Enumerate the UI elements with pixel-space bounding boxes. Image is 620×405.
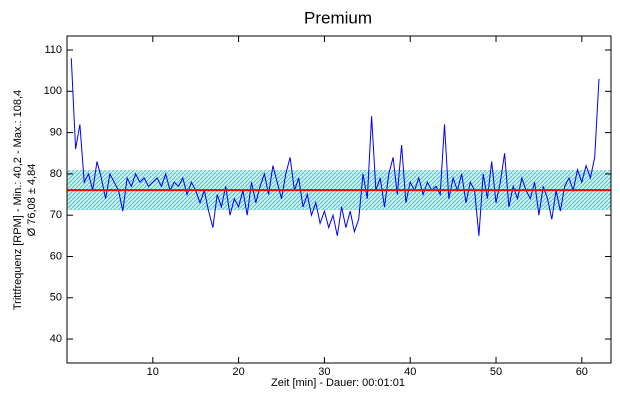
x-tick-label: 10 — [147, 366, 159, 378]
x-tick-label: 40 — [404, 366, 416, 378]
chart-title: Premium — [304, 8, 372, 27]
y-tick-label: 70 — [50, 209, 62, 221]
y-tick-label: 50 — [50, 292, 62, 304]
y-tick-label: 90 — [50, 127, 62, 139]
plot-frame — [66, 35, 612, 364]
y-tick-label: 100 — [44, 85, 62, 97]
y-tick-label: 110 — [44, 44, 62, 56]
x-axis-label: Zeit [min] - Dauer: 00:01:01 — [271, 377, 405, 389]
y-tick-label: 60 — [50, 250, 62, 262]
data-line — [70, 58, 600, 236]
x-tick-label: 60 — [576, 366, 588, 378]
x-tick-label: 20 — [232, 366, 244, 378]
y-tick-label: 80 — [50, 168, 62, 180]
x-tick-label: 30 — [318, 366, 330, 378]
y-tick-label: 40 — [50, 333, 62, 345]
y-axis-label-2: Ø 76,08 ± 4,84 — [26, 164, 38, 237]
y-axis-label: Trittfrequenz [RPM] - Min.: 40,2 - Max.:… — [12, 90, 24, 310]
x-tick-label: 50 — [490, 366, 502, 378]
